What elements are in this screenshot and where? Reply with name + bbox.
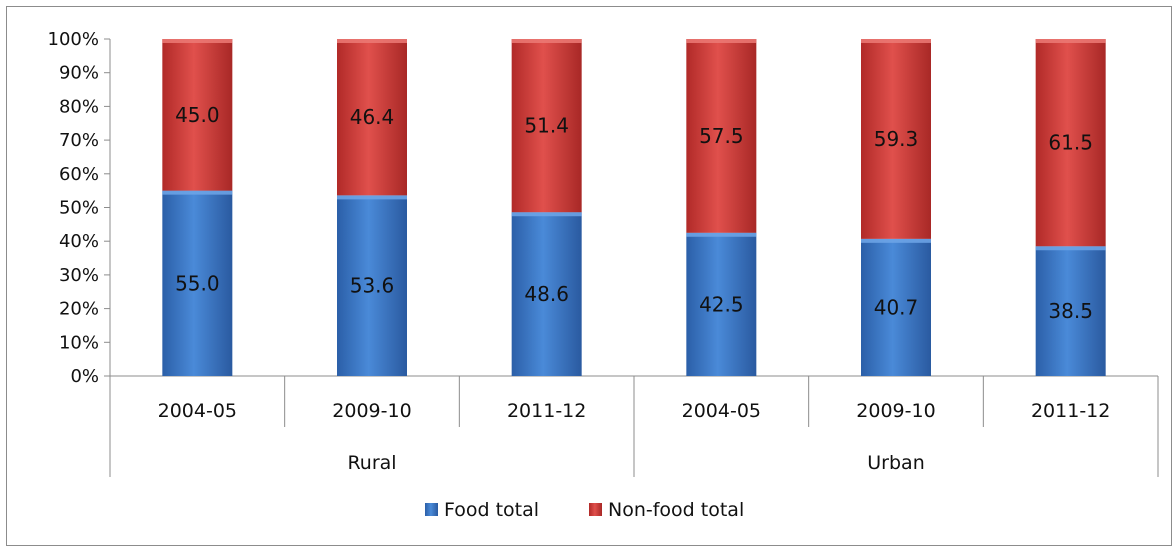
bar-highlight [686,39,757,43]
data-label: 61.5 [1048,131,1093,155]
bar-highlight [1035,39,1106,43]
legend-label: Food total [444,499,539,521]
y-tick-label: 70% [59,130,99,151]
bar-highlight [162,39,233,43]
bar-food-total [162,190,233,376]
bar-non-food-total [1035,39,1106,247]
y-tick-label: 30% [59,265,99,286]
bar-food-total [686,232,757,376]
data-label: 45.0 [175,103,220,127]
y-tick-label: 80% [59,96,99,117]
data-label: 46.4 [350,105,395,129]
bar-highlight [1035,246,1106,251]
bar-highlight [511,39,582,43]
bar-non-food-total [162,39,233,191]
x-category-label: 2011-12 [507,400,586,422]
data-label: 53.6 [350,274,395,298]
bar-non-food-total [861,39,931,239]
legend-label: Non-food total [608,499,744,521]
y-tick-label: 90% [59,63,99,84]
bar-non-food-total [337,39,407,196]
bar-non-food-total [686,39,757,233]
legend-swatch-food [425,503,438,516]
bar-highlight [861,238,931,243]
bar-food-total [861,238,931,376]
data-labels: 55.0 45.0 53.6 46.4 48.6 51.4 42.5 57.5 40.7 59.3… [175,103,1093,323]
x-category-label: 2011-12 [1031,400,1110,422]
x-category-label: 2004-05 [682,400,761,422]
data-label: 40.7 [874,295,919,319]
bar-highlight [686,232,757,237]
x-category-label: 2009-10 [856,400,935,422]
x-category-label: 2009-10 [332,400,411,422]
data-label: 57.5 [699,124,744,148]
y-tick-label: 40% [59,231,99,252]
data-label: 48.6 [524,282,569,306]
stacked-bar-chart: 0% 10% 20% 30% 40% 50% 60% 70% 80% 90% 100% 2004-05… [48,29,1159,521]
data-label: 55.0 [175,271,220,295]
bar-food-total [337,195,407,376]
legend: Food total Non-food total [425,499,744,521]
x-group-label: Rural [347,452,396,474]
data-label: 42.5 [699,292,744,316]
chart-frame: 0% 10% 20% 30% 40% 50% 60% 70% 80% 90% 100% 2004-05… [6,6,1172,546]
y-tick-label: 100% [48,29,99,50]
bar-highlight [337,39,407,43]
bar-food-total [511,212,582,376]
x-group-label: Urban [867,452,924,474]
bar-food-total [1035,246,1106,376]
bar-non-food-total [511,39,582,213]
bar-highlight [162,190,233,195]
axes: 0% 10% 20% 30% 40% 50% 60% 70% 80% 90% 100% 2004-05… [48,29,1159,477]
y-tick-label: 0% [70,366,99,387]
bar-highlight [337,195,407,200]
y-tick-label: 60% [59,164,99,185]
bar-highlight [511,212,582,217]
x-category-label: 2004-05 [158,400,237,422]
data-label: 38.5 [1048,299,1093,323]
bar-highlight [861,39,931,43]
y-tick-label: 50% [59,198,99,219]
bars [162,39,1106,376]
y-tick-label: 10% [59,332,99,353]
data-label: 59.3 [874,127,919,151]
data-label: 51.4 [524,114,569,138]
y-tick-label: 20% [59,299,99,320]
legend-swatch-non-food [589,503,602,516]
